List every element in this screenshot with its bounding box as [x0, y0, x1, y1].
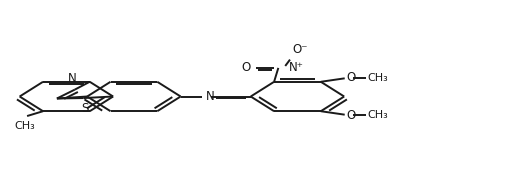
Text: O: O [241, 61, 250, 74]
Text: O⁻: O⁻ [292, 43, 307, 56]
Text: N⁺: N⁺ [289, 61, 304, 74]
Text: N: N [206, 90, 215, 103]
Text: CH₃: CH₃ [367, 110, 388, 120]
Text: S: S [81, 102, 88, 115]
Text: CH₃: CH₃ [367, 73, 388, 83]
Text: N: N [68, 72, 76, 85]
Text: O: O [347, 71, 356, 84]
Text: CH₃: CH₃ [14, 121, 36, 131]
Text: O: O [347, 109, 356, 122]
